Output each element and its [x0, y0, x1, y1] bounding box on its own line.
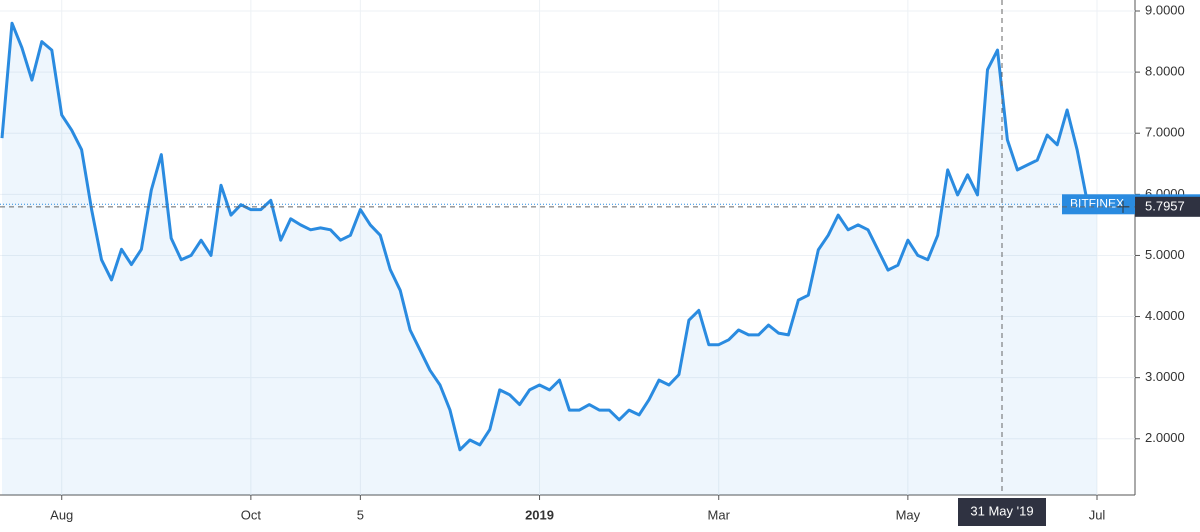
y-tick-label: 4.0000 — [1145, 308, 1185, 323]
y-tick-label: 2.0000 — [1145, 430, 1185, 445]
symbol-label: BITFINEX — [1070, 196, 1124, 210]
line — [0, 21, 1098, 452]
y-tick-label: 8.0000 — [1145, 64, 1185, 79]
x-tick-label: Mar — [708, 507, 731, 522]
crosshair-price-tag — [1135, 196, 1200, 217]
x-tick-label: 2019 — [525, 507, 554, 522]
y-tick-label: 9.0000 — [1145, 2, 1185, 17]
area — [2, 23, 1097, 495]
x-tick-label: 5 — [357, 507, 364, 522]
symbol-tag — [1062, 194, 1135, 215]
crosshair-price-label: 5.7957 — [1145, 198, 1185, 213]
y-tick-label: 7.0000 — [1145, 125, 1185, 140]
crosshair-date-label: 31 May '19 — [970, 503, 1033, 518]
x-tick-label: Aug — [50, 507, 73, 522]
crosshair-date-tag — [958, 498, 1046, 526]
x-tick-label: Oct — [241, 507, 262, 522]
y-tick-label: 3.0000 — [1145, 369, 1185, 384]
y-tick-label: 5.0000 — [1145, 247, 1185, 262]
x-tick-label: May — [896, 507, 921, 522]
x-tick-label: Jul — [1089, 507, 1106, 522]
